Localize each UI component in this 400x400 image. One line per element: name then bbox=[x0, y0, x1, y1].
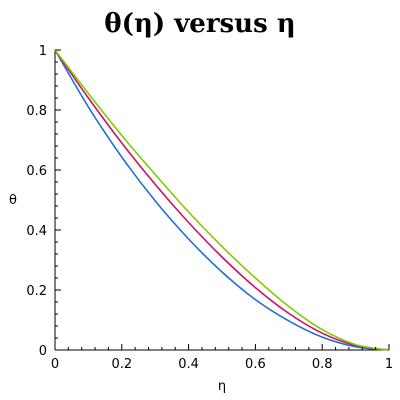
y-tick-label: 1 bbox=[39, 44, 47, 59]
x-tick-label: 0.2 bbox=[111, 357, 132, 372]
series-layer bbox=[54, 49, 390, 351]
y-tick-label: 0.8 bbox=[26, 104, 47, 119]
ticks: 0 0.2 0.4 0.6 0.8 1 0 0.2 0.4 0.6 0.8 1 bbox=[26, 44, 393, 372]
y-axis-label: θ bbox=[9, 193, 17, 208]
series-line-2 bbox=[54, 49, 390, 351]
y-tick-label: 0 bbox=[39, 344, 47, 359]
x-tick-label: 0 bbox=[51, 357, 59, 372]
y-tick-label: 0.4 bbox=[26, 224, 47, 239]
y-tick-label: 0.2 bbox=[26, 284, 47, 299]
axes bbox=[54, 50, 389, 351]
x-tick-label: 1 bbox=[385, 357, 393, 372]
chart-title: θ(η) versus η bbox=[104, 9, 295, 39]
y-tick-label: 0.6 bbox=[26, 164, 47, 179]
series-line-3 bbox=[54, 49, 390, 351]
x-tick-label: 0.8 bbox=[312, 357, 333, 372]
x-axis-label: η bbox=[218, 379, 226, 394]
series-line-1 bbox=[54, 49, 390, 351]
x-tick-label: 0.6 bbox=[245, 357, 266, 372]
x-tick-label: 0.4 bbox=[178, 357, 199, 372]
